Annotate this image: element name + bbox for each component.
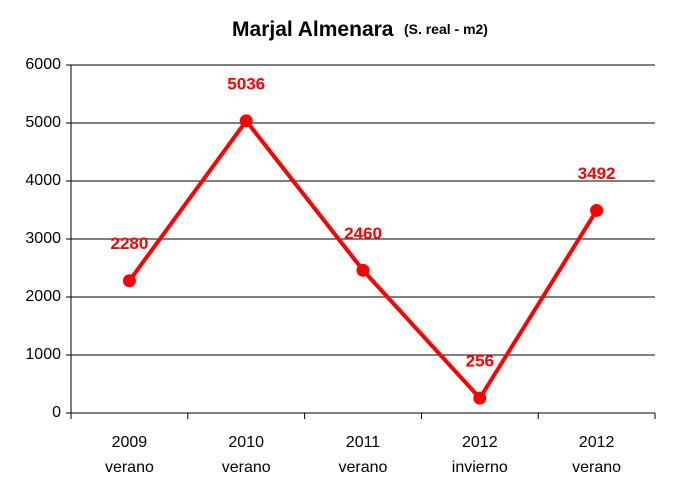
data-label: 2280 (110, 234, 148, 253)
y-tick-label: 5000 (25, 114, 61, 131)
x-tick-label: verano (222, 459, 271, 476)
x-tick-label: 2011 (346, 434, 381, 451)
x-tick-label: invierno (452, 459, 508, 476)
data-point (473, 391, 487, 405)
data-point (122, 274, 136, 288)
data-point (239, 114, 253, 128)
y-tick-label: 4000 (25, 172, 61, 189)
y-tick-label: 1000 (25, 346, 61, 363)
x-tick-label: 2012 (579, 434, 615, 451)
x-tick-label: verano (339, 459, 388, 476)
y-tick-label: 3000 (25, 230, 61, 247)
data-label: 3492 (578, 164, 616, 183)
x-tick-label: 2009 (112, 434, 148, 451)
y-tick-label: 6000 (25, 56, 61, 73)
y-tick-label: 0 (52, 404, 61, 421)
chart-title-group: Marjal Almenara (S. real - m2) (232, 18, 488, 41)
chart-title: Marjal Almenara (232, 18, 394, 41)
data-label: 2460 (344, 224, 382, 243)
y-tick-label: 2000 (25, 288, 61, 305)
chart-subtitle: (S. real - m2) (404, 21, 488, 37)
data-label: 5036 (227, 74, 265, 93)
data-point (590, 203, 604, 217)
x-tick-label: 2012 (462, 434, 498, 451)
data-label: 256 (466, 352, 494, 371)
x-tick-label: verano (105, 459, 154, 476)
x-tick-label: 2010 (228, 434, 264, 451)
x-tick-label: verano (572, 459, 621, 476)
data-line (127, 118, 599, 401)
data-point (356, 263, 370, 277)
